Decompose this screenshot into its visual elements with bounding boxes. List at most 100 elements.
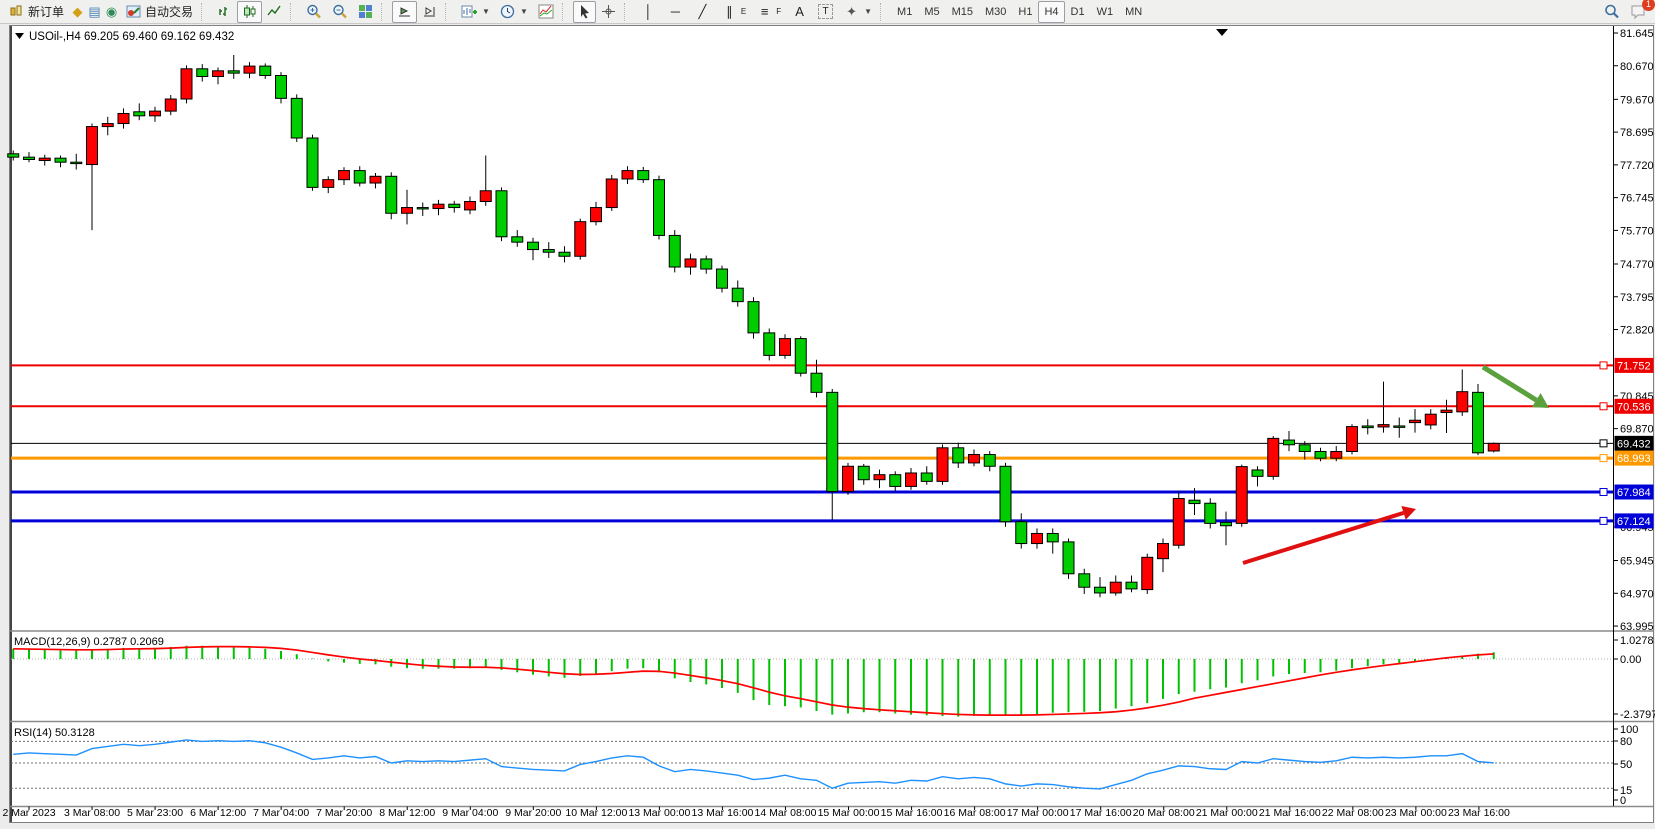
candle-body [810,372,823,393]
candle-body [1409,419,1421,424]
vertical-line-tool-button[interactable]: │ [635,1,662,23]
notifications-button[interactable]: 1 [1625,0,1655,23]
signals-icon[interactable]: ◉ [105,4,118,19]
symbol-dropdown-icon[interactable] [15,33,24,39]
timeframe-m1-button[interactable]: M1 [897,5,913,18]
new-order-icon [8,3,25,20]
candle-body [7,153,20,158]
dropdown-caret-icon: ▼ [482,7,490,16]
timeframe-h4-button[interactable]: H4 [1038,0,1065,23]
candle-body [1141,556,1154,591]
time-axis-label: 17 Mar 16:00 [1070,807,1132,819]
new-order-label: 新订单 [28,5,65,19]
tile-windows-button[interactable] [353,1,378,23]
price-badge-label: 67.124 [1617,516,1651,528]
arrows-tool-button[interactable]: ✦ ▼ [838,1,877,23]
candle-body [86,126,98,166]
bar-chart-button[interactable] [212,1,237,23]
indicators-button[interactable] [533,1,559,23]
candle-body [448,203,461,209]
timeframe-mn-button[interactable]: MN [1125,5,1143,18]
price-tick-label: 74.770 [1620,259,1654,271]
search-button[interactable] [1599,1,1625,23]
cursor-button[interactable] [572,0,596,23]
candle-body [605,178,618,209]
candle-body [1031,532,1043,545]
new-order-button[interactable]: 新订单 [3,1,69,23]
candle-body [684,258,697,268]
candle-body [668,234,681,268]
price-badge [1614,435,1654,451]
auto-scroll-button[interactable] [392,0,418,23]
data-window-icon[interactable]: ▤ [88,4,101,19]
time-axis-label: 9 Mar 04:00 [442,807,498,819]
hline-handle[interactable] [1599,488,1608,497]
candle-body [416,207,429,210]
hline-handle[interactable] [1599,516,1608,525]
channel-icon: ∥ [726,4,733,19]
text-tool-button[interactable]: A [786,1,813,23]
candlestick-chart-button[interactable] [237,0,263,23]
hline-handle[interactable] [1599,439,1608,448]
time-axis-label: 13 Mar 16:00 [692,807,754,819]
candle-body [101,123,114,128]
candle-body [637,170,650,181]
candle-body [259,65,272,77]
candle-body [763,332,776,356]
toolbar-separator [561,2,570,21]
horizontal-line-tool-button[interactable]: ─ [662,1,689,23]
candle-body [842,465,854,492]
bearish-trend-arrow[interactable] [1481,364,1538,403]
timeframe-d1-button[interactable]: D1 [1070,5,1085,18]
time-axis-label: 5 Mar 23:00 [127,807,183,819]
timeframe-w1-button[interactable]: W1 [1096,5,1114,18]
candle-body [1251,469,1264,477]
hline-handle[interactable] [1599,454,1608,463]
hline-handle[interactable] [1599,402,1608,411]
macd-signal-line [13,645,1494,716]
period-dropdown-button[interactable]: ▼ [495,1,533,23]
zoom-in-button[interactable] [301,1,327,23]
candle-body [1298,444,1311,452]
hline-handle[interactable] [1599,361,1608,370]
candle-body [983,454,996,467]
new-chart-button[interactable]: ▼ [456,1,495,23]
line-chart-button[interactable] [262,1,287,23]
channel-tool-button[interactable]: ∥ E [716,1,751,23]
candle-body [180,68,193,100]
candle-body [574,221,587,257]
timeframe-m30-button[interactable]: M30 [985,5,1007,18]
main-toolbar: 新订单 ◆ ▤ ◉ 自动交易 ▼ ▼ │ ─ ╱ ∥ E ≡ F [0,0,1655,24]
candle-body [1220,521,1232,527]
trendline-tool-button[interactable]: ╱ [689,1,716,23]
price-badge [1614,398,1654,414]
price-tick-label: 81.645 [1620,28,1654,40]
time-axis-label: 17 Mar 00:00 [1007,807,1069,819]
market-watch-icon[interactable]: ◆ [72,4,83,19]
toolbar-separator [445,2,453,21]
auto-trading-button[interactable]: 自动交易 [120,1,198,23]
price-tick-label: 75.770 [1620,225,1654,237]
fibonacci-tool-button[interactable]: ≡ F [751,1,786,23]
zoom-out-button[interactable] [327,1,353,23]
candle-body [1346,426,1358,452]
bullish-trend-arrow[interactable] [1242,510,1405,565]
chart-shift-button[interactable] [417,1,442,23]
timeframe-m15-button[interactable]: M15 [951,5,973,18]
crosshair-button[interactable] [596,1,621,23]
macd-tick-label: 0.00 [1620,654,1641,666]
candle-body [54,157,67,163]
toolbar-separator [290,2,298,21]
candle-body [747,301,760,334]
candle-body [1015,521,1028,545]
timeframe-h1-button[interactable]: H1 [1018,5,1033,18]
label-tool-button[interactable]: T [813,1,838,23]
time-axis-label: 15 Mar 00:00 [818,807,880,819]
timeframe-m5-button[interactable]: M5 [924,5,940,18]
price-tick-label: 63.995 [1620,621,1654,633]
time-axis-label: 23 Mar 00:00 [1385,807,1447,819]
candle-body [495,190,508,238]
dropdown-caret-icon: ▼ [864,7,873,16]
candle-body [857,465,870,481]
